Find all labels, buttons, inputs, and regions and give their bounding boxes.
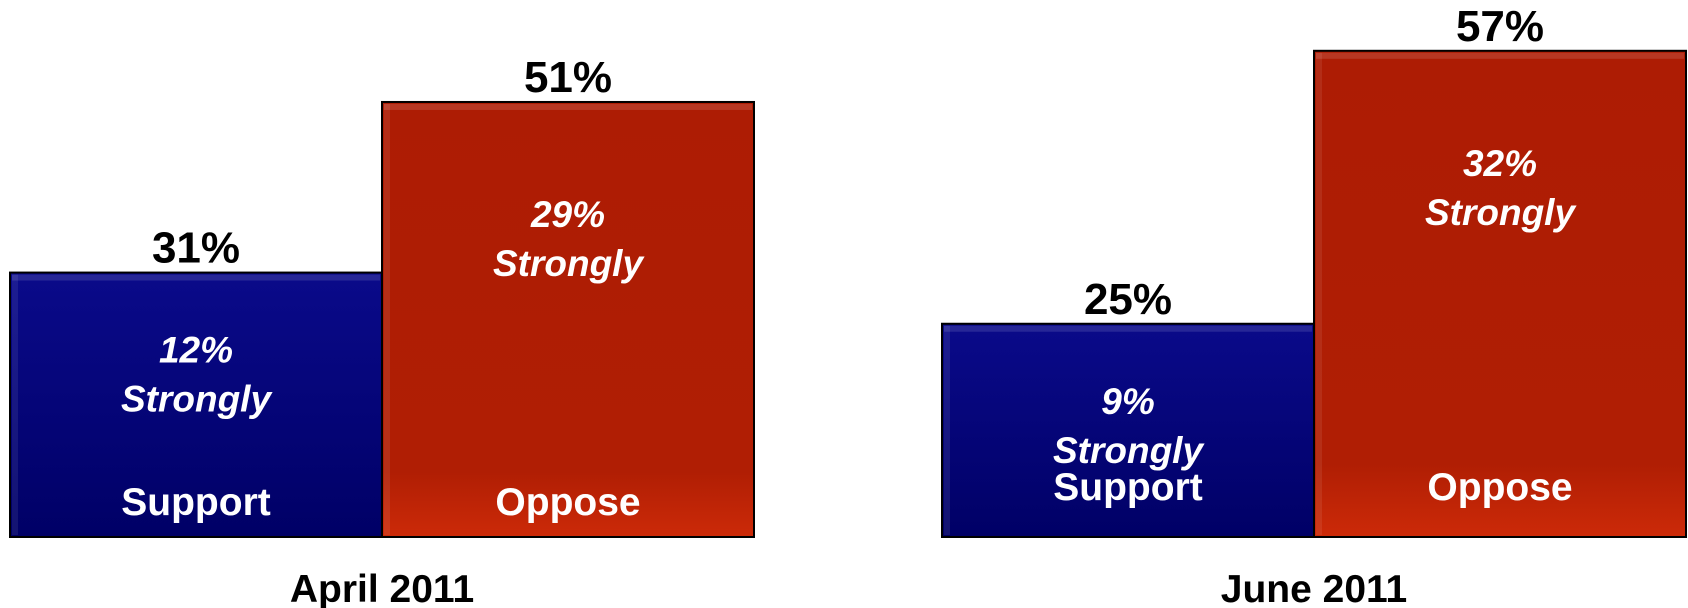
category-label-oppose: Oppose	[495, 481, 640, 524]
category-label-support: Support	[121, 481, 270, 524]
bar-oppose	[381, 100, 755, 538]
strongly-word-label: Strongly	[121, 379, 273, 420]
strongly-word-label: Strongly	[1053, 430, 1205, 471]
chart-panel-0: 31% 12% Strongly Support 51% 29% Strongly Oppos…	[9, 53, 755, 608]
period-label: June 2011	[1221, 568, 1407, 608]
bar-value-label: 31%	[152, 224, 240, 273]
bar-support	[941, 322, 1315, 538]
category-label-oppose: Oppose	[1427, 466, 1572, 509]
bar-value-label: 25%	[1084, 275, 1172, 324]
period-label: April 2011	[290, 568, 474, 608]
strongly-percent-label: 9%	[1101, 381, 1154, 422]
bar-support	[9, 271, 383, 538]
strongly-percent-label: 32%	[1463, 143, 1537, 184]
bar-bevel-left	[944, 325, 950, 535]
strongly-percent-label: 12%	[159, 330, 233, 371]
bar-bevel-left	[1316, 52, 1322, 535]
bar-bevel-top	[944, 325, 1312, 332]
strongly-word-label: Strongly	[1425, 192, 1577, 233]
bar-value-label: 51%	[524, 53, 612, 102]
strongly-word-label: Strongly	[493, 243, 645, 284]
strongly-percent-label: 29%	[530, 194, 605, 235]
bar-value-label: 57%	[1456, 2, 1544, 51]
category-label-support: Support	[1053, 466, 1202, 509]
bar-bevel-left	[12, 274, 18, 535]
chart-panel-1: 25%9%StronglySupport57%32%StronglyOppose…	[941, 2, 1687, 608]
bar-bevel-top	[384, 103, 752, 110]
bar-bevel-left	[384, 103, 390, 535]
bar-bevel-top	[12, 274, 380, 281]
bar-bevel-top	[1316, 52, 1684, 59]
bar-oppose	[1313, 49, 1687, 538]
